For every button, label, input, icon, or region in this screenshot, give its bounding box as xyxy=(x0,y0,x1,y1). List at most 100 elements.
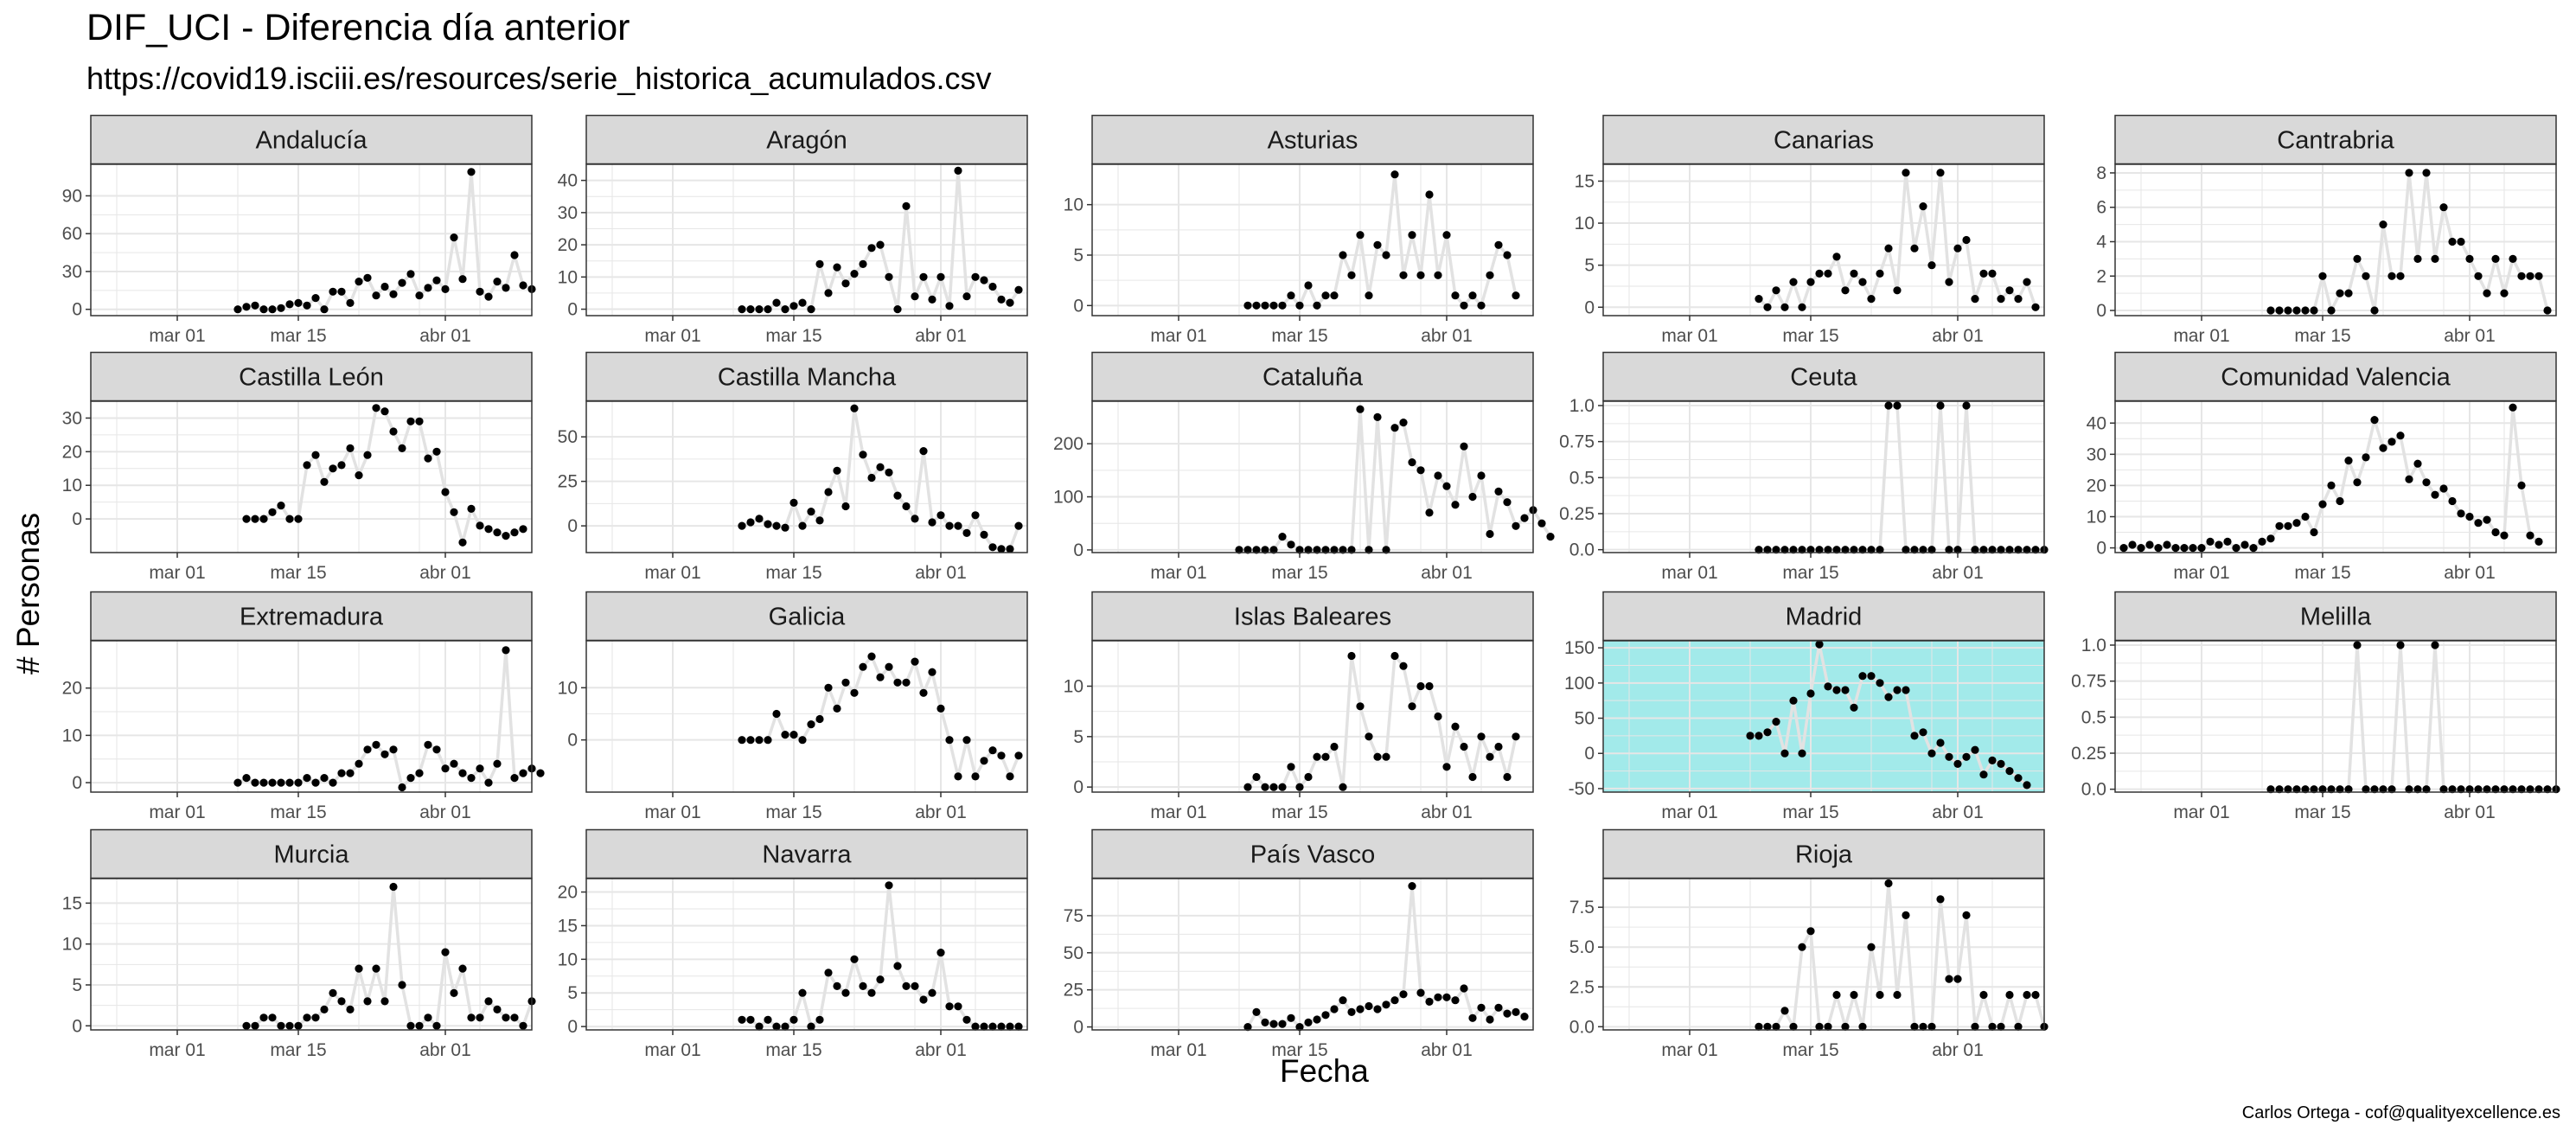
data-point xyxy=(259,778,268,787)
data-point xyxy=(1546,533,1555,541)
data-point xyxy=(2301,512,2310,521)
data-point xyxy=(1442,763,1451,771)
data-point xyxy=(1243,783,1252,791)
data-point xyxy=(2119,544,2128,553)
data-point xyxy=(1893,401,1902,410)
y-tick-label: 0.0 xyxy=(1569,1017,1595,1037)
panel-border xyxy=(1602,400,2045,553)
series-line xyxy=(2271,644,2556,791)
data-point xyxy=(1858,672,1867,681)
y-tick-label: 0 xyxy=(1073,1018,1083,1038)
y-tick-label: 30 xyxy=(558,203,578,223)
facet-13: Islas Baleares 0 5 10 mar 01 mar 15 abr 01 xyxy=(1064,591,1534,822)
data-point xyxy=(1321,546,1330,554)
data-point xyxy=(815,1015,824,1024)
data-point xyxy=(424,1013,432,1022)
data-point xyxy=(251,1021,259,1030)
data-point xyxy=(1876,679,1884,687)
facet-1: Andalucía 0 30 60 90 mar 01 mar 15 abr 01 xyxy=(62,114,536,346)
facet-strip xyxy=(90,828,533,879)
data-point xyxy=(738,1015,746,1024)
data-point xyxy=(1979,546,1988,554)
data-point xyxy=(268,508,277,516)
data-point xyxy=(919,272,928,281)
data-point xyxy=(1927,749,1936,758)
data-point xyxy=(824,289,833,297)
x-tick-label: abr 01 xyxy=(915,802,967,822)
data-point xyxy=(1339,783,1347,791)
data-point xyxy=(1798,303,1806,311)
panel-border xyxy=(90,878,533,1031)
data-point xyxy=(997,1022,1006,1031)
facet-strip xyxy=(585,351,1028,402)
data-point xyxy=(2543,785,2552,794)
data-point xyxy=(363,997,372,1006)
y-tick-label: 8 xyxy=(2096,163,2106,183)
data-point xyxy=(1330,546,1339,554)
data-point xyxy=(2362,272,2370,280)
y-tick-label: 0.5 xyxy=(2081,707,2106,727)
facet-strip-label: Navarra xyxy=(762,841,852,869)
data-point xyxy=(1006,772,1014,781)
data-point xyxy=(1460,742,1468,751)
data-point xyxy=(2336,785,2344,794)
data-point xyxy=(1971,1022,1979,1031)
data-point xyxy=(2500,289,2509,297)
data-point xyxy=(1867,295,1876,304)
data-point xyxy=(2474,272,2483,280)
data-point xyxy=(1520,1013,1529,1021)
facet-9: Ceuta 0.0 0.25 0.5 0.75 1.0 mar 01 mar 15 abr 01 xyxy=(1559,351,2049,583)
y-tick-label: 50 xyxy=(558,427,578,447)
data-point xyxy=(1356,405,1365,413)
facet-strip xyxy=(1602,591,2045,642)
data-point xyxy=(519,769,527,777)
data-point xyxy=(2370,306,2379,315)
data-point xyxy=(2474,785,2483,794)
data-point xyxy=(2526,785,2534,794)
data-point xyxy=(303,1013,311,1022)
data-point xyxy=(798,736,807,745)
data-point xyxy=(911,292,919,301)
data-point xyxy=(493,528,502,537)
data-point xyxy=(1858,1022,1867,1031)
data-point xyxy=(424,284,432,292)
data-point xyxy=(1876,269,1884,278)
data-point xyxy=(902,201,911,210)
data-point xyxy=(876,673,885,681)
y-tick-label: 20 xyxy=(62,679,82,699)
data-point xyxy=(1512,732,1520,741)
data-point xyxy=(902,502,911,511)
x-tick-label: abr 01 xyxy=(1932,1040,1984,1060)
data-point xyxy=(1806,689,1815,698)
data-point xyxy=(1278,533,1287,541)
data-point xyxy=(1841,286,1850,295)
data-point xyxy=(2266,534,2275,543)
data-point xyxy=(1468,1013,1477,1022)
data-point xyxy=(971,272,980,281)
x-tick-label: abr 01 xyxy=(1421,1040,1473,1060)
data-point xyxy=(807,305,815,314)
data-point xyxy=(510,774,519,783)
data-point xyxy=(346,769,355,777)
data-point xyxy=(1356,702,1365,711)
data-point xyxy=(2483,289,2491,297)
data-point xyxy=(2232,544,2240,553)
data-point xyxy=(1815,269,1824,278)
y-tick-label: 25 xyxy=(558,472,578,492)
data-point xyxy=(1789,696,1798,705)
data-point xyxy=(1434,471,1442,480)
data-point xyxy=(1763,303,1772,311)
x-tick-label: abr 01 xyxy=(419,802,471,822)
data-point xyxy=(1243,546,1252,554)
data-point xyxy=(2137,544,2145,553)
y-tick-label: 5 xyxy=(1073,246,1083,265)
data-point xyxy=(1382,1001,1390,1009)
data-point xyxy=(2431,254,2439,263)
data-point xyxy=(954,166,962,175)
x-tick-label: abr 01 xyxy=(1932,563,1984,583)
data-point xyxy=(789,498,798,507)
data-point xyxy=(1503,498,1512,507)
y-tick-label: 0 xyxy=(72,300,82,320)
data-point xyxy=(885,662,893,671)
